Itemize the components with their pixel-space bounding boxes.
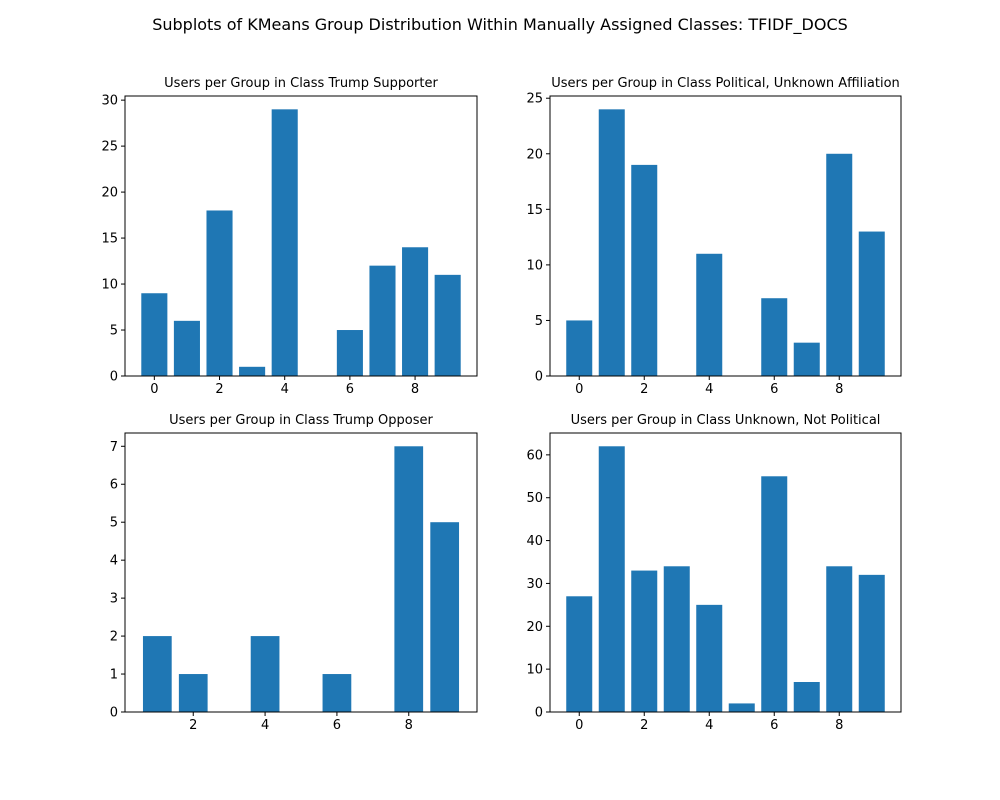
bar-group-2: [178, 674, 208, 712]
bar-group-7: [793, 342, 820, 376]
y-tick-label: 60: [526, 448, 543, 463]
x-tick-label: 0: [575, 382, 583, 397]
y-tick-label: 25: [101, 140, 118, 155]
bar-group-8: [826, 153, 853, 376]
y-tick-label: 20: [526, 147, 543, 162]
y-tick-label: 5: [110, 324, 118, 339]
bar-group-4: [250, 636, 280, 712]
subplot-title: Users per Group in Class Trump Opposer: [169, 413, 433, 428]
bar-group-0: [566, 320, 593, 376]
x-tick-label: 4: [705, 382, 713, 397]
y-tick-label: 20: [101, 186, 118, 201]
y-tick-label: 50: [526, 491, 543, 506]
y-tick-label: 30: [526, 577, 543, 592]
subplot-1: Users per Group in Class Political, Unkn…: [526, 76, 902, 397]
axes-frame: [124, 95, 478, 377]
bar-group-9: [858, 574, 885, 712]
x-tick-label: 4: [705, 718, 713, 733]
y-tick-label: 0: [535, 706, 543, 721]
axes-frame: [549, 95, 902, 377]
y-tick-label: 20: [526, 620, 543, 635]
y-tick-label: 7: [110, 440, 118, 455]
x-tick-label: 0: [575, 718, 583, 733]
x-tick-label: 8: [835, 718, 843, 733]
y-tick-label: 40: [526, 534, 543, 549]
bar-group-7: [369, 265, 396, 376]
x-tick-label: 6: [770, 718, 778, 733]
bar-group-2: [631, 570, 658, 712]
bar-group-4: [271, 109, 298, 376]
x-tick-label: 2: [640, 382, 648, 397]
y-tick-label: 0: [110, 370, 118, 385]
y-tick-label: 0: [110, 706, 118, 721]
bar-group-7: [793, 682, 820, 712]
y-tick-label: 10: [101, 278, 118, 293]
bar-group-6: [336, 330, 363, 376]
subplot-title: Users per Group in Class Trump Supporter: [164, 76, 438, 91]
x-tick-label: 8: [411, 382, 419, 397]
x-tick-label: 2: [215, 382, 223, 397]
subplot-0: Users per Group in Class Trump Supporter…: [101, 76, 478, 397]
x-tick-label: 0: [150, 382, 158, 397]
subplot-grid: Users per Group in Class Trump Supporter…: [101, 76, 902, 733]
bar-group-4: [696, 604, 723, 712]
y-tick-label: 4: [110, 554, 118, 569]
bar-group-8: [402, 247, 429, 376]
x-tick-label: 2: [640, 718, 648, 733]
x-tick-label: 6: [770, 382, 778, 397]
bar-group-6: [761, 298, 788, 376]
y-tick-label: 10: [526, 663, 543, 678]
bar-group-9: [858, 231, 885, 376]
y-tick-label: 0: [535, 370, 543, 385]
bar-group-9: [430, 522, 460, 712]
bar-group-9: [434, 274, 461, 376]
x-tick-label: 8: [835, 382, 843, 397]
y-tick-label: 10: [526, 258, 543, 273]
bar-group-0: [566, 596, 593, 712]
y-tick-label: 6: [110, 478, 118, 493]
bar-group-0: [141, 293, 168, 376]
bar-group-1: [598, 446, 625, 712]
bar-group-3: [663, 566, 690, 712]
y-tick-label: 3: [110, 592, 118, 607]
x-tick-label: 4: [281, 382, 289, 397]
bar-group-8: [394, 446, 424, 712]
bar-group-6: [761, 476, 788, 712]
bar-group-1: [142, 636, 172, 712]
axes-frame: [124, 432, 478, 713]
y-tick-label: 1: [110, 668, 118, 683]
y-tick-label: 5: [535, 314, 543, 329]
bar-group-1: [173, 320, 200, 376]
x-tick-label: 4: [261, 718, 269, 733]
figure-suptitle: Subplots of KMeans Group Distribution Wi…: [152, 15, 848, 35]
bar-group-5: [728, 703, 755, 712]
bar-group-6: [322, 674, 352, 712]
bar-group-3: [239, 366, 266, 376]
subplot-title: Users per Group in Class Political, Unkn…: [551, 76, 900, 91]
axes-frame: [549, 432, 902, 713]
bar-group-4: [696, 253, 723, 376]
y-tick-label: 15: [101, 232, 118, 247]
y-tick-label: 15: [526, 203, 543, 218]
y-tick-label: 2: [110, 630, 118, 645]
bar-group-8: [826, 566, 853, 712]
x-tick-label: 8: [405, 718, 413, 733]
x-tick-label: 6: [333, 718, 341, 733]
bar-group-1: [598, 109, 625, 376]
y-tick-label: 30: [101, 94, 118, 109]
y-tick-label: 5: [110, 516, 118, 531]
subplot-2: Users per Group in Class Trump Opposer 2 4…: [110, 413, 478, 733]
subplot-3: Users per Group in Class Unknown, Not Po…: [526, 413, 902, 733]
x-tick-label: 2: [189, 718, 197, 733]
bar-group-2: [631, 164, 658, 376]
y-tick-label: 25: [526, 92, 543, 107]
bar-group-2: [206, 210, 233, 376]
x-tick-label: 6: [346, 382, 354, 397]
subplot-title: Users per Group in Class Unknown, Not Po…: [571, 413, 881, 428]
